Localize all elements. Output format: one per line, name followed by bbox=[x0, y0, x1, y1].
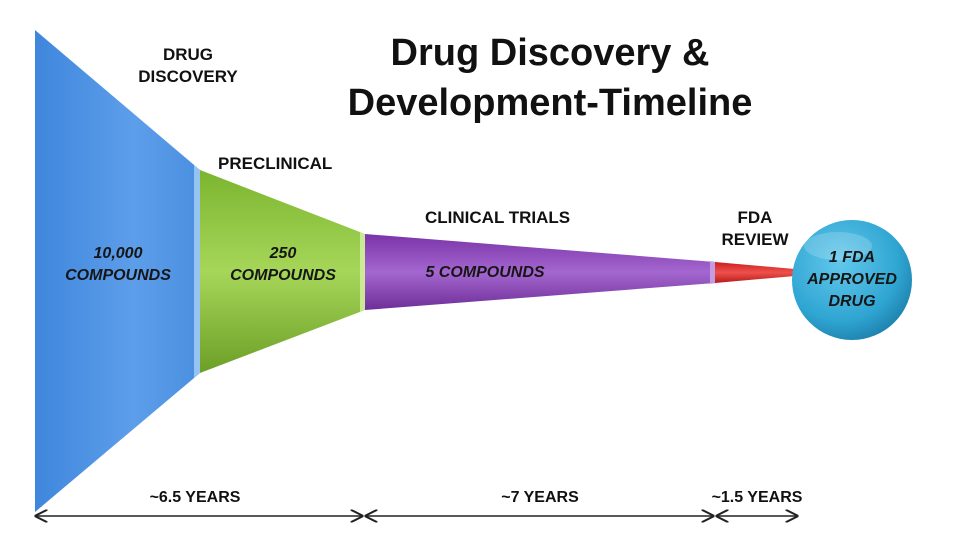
stage-label-drug-discovery-line-1: DRUG bbox=[162, 45, 214, 64]
stage-label-drug-discovery: DRUG DISCOVERY bbox=[118, 44, 258, 88]
approved-drug-label-line-3: DRUG bbox=[828, 293, 876, 310]
duration-label-fda-review: ~1.5 YEARS bbox=[711, 489, 803, 506]
diagram-title-line-2: Development-Timeline bbox=[347, 82, 753, 124]
stage-label-clinical-trials-line-1: CLINICAL TRIALS bbox=[425, 208, 571, 227]
stage-drug-discovery-shape bbox=[35, 30, 200, 512]
compounds-clinical-trials-line-1: 5 COMPOUNDS bbox=[425, 264, 545, 281]
stage-label-preclinical-line-1: PRECLINICAL bbox=[218, 154, 333, 173]
stage-label-preclinical: PRECLINICAL bbox=[218, 153, 332, 175]
approved-drug-label: 1 FDA APPROVED DRUG bbox=[796, 247, 908, 313]
duration-label-clinical: ~7 YEARS bbox=[501, 489, 579, 506]
approved-drug-label-line-1: 1 FDA bbox=[828, 249, 876, 266]
stage-label-drug-discovery-line-2: DISCOVERY bbox=[138, 67, 238, 86]
compounds-clinical-trials: 5 COMPOUNDS bbox=[395, 262, 575, 284]
stage-label-fda-review-line-2: REVIEW bbox=[721, 230, 789, 249]
compounds-preclinical-line-2: COMPOUNDS bbox=[230, 267, 336, 284]
stage-label-fda-review: FDA REVIEW bbox=[712, 207, 798, 251]
approved-drug-circle bbox=[792, 220, 912, 340]
stage-clinical-trials-shape bbox=[365, 234, 715, 310]
compounds-drug-discovery-line-1: 10,000 bbox=[93, 245, 143, 262]
duration-label-discovery-preclinical: ~6.5 YEARS bbox=[149, 489, 241, 506]
compounds-preclinical-line-1: 250 bbox=[269, 245, 297, 262]
approved-drug-label-line-2: APPROVED bbox=[807, 271, 897, 288]
diagram-title: Drug Discovery & Development-Timeline bbox=[300, 28, 800, 128]
compounds-drug-discovery-line-2: COMPOUNDS bbox=[65, 267, 171, 284]
stage-label-fda-review-line-1: FDA bbox=[737, 208, 773, 227]
stage-preclinical-shape bbox=[200, 170, 365, 373]
stage-fda-review-shape bbox=[715, 262, 795, 283]
stage-label-clinical-trials: CLINICAL TRIALS bbox=[425, 207, 570, 229]
compounds-preclinical: 250 COMPOUNDS bbox=[205, 243, 361, 287]
compounds-drug-discovery: 10,000 COMPOUNDS bbox=[40, 243, 196, 287]
diagram-title-line-1: Drug Discovery & bbox=[390, 32, 710, 74]
